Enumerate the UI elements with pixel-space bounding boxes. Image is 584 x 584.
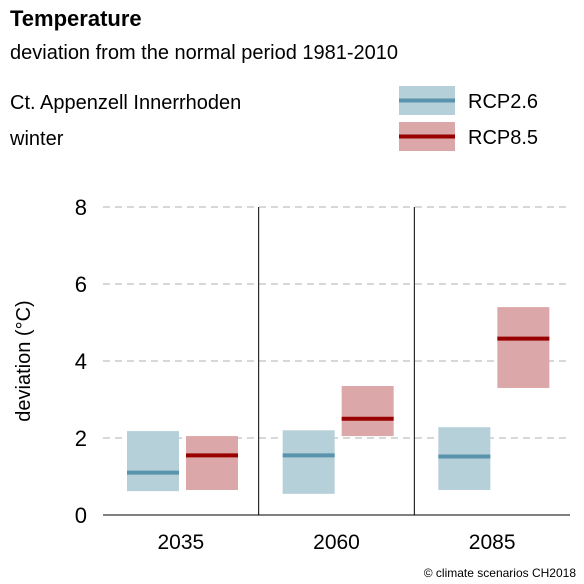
- y-tick-label: 8: [75, 195, 87, 220]
- y-tick-label: 2: [75, 426, 87, 451]
- legend-label: RCP8.5: [468, 127, 538, 149]
- x-tick-label: 2060: [313, 531, 360, 554]
- y-axis-label: deviation (°C): [13, 300, 35, 421]
- range-box-rcp26-2085: [438, 427, 491, 490]
- range-box-rcp85-2060: [341, 386, 394, 437]
- legend-label: RCP2.6: [468, 91, 538, 113]
- season-label: winter: [10, 128, 64, 150]
- x-tick-label: 2085: [469, 531, 516, 554]
- range-box-rcp26-2060: [282, 430, 335, 494]
- range-box-rcp85-2035: [186, 436, 238, 490]
- y-tick-label: 0: [75, 503, 87, 528]
- copyright-credit: © climate scenarios CH2018: [423, 566, 576, 580]
- region-label: Ct. Appenzell Innerrhoden: [10, 92, 242, 114]
- x-tick-label: 2035: [157, 531, 204, 554]
- chart-subtitle: deviation from the normal period 1981-20…: [10, 42, 399, 64]
- range-box-rcp26-2035: [127, 431, 179, 492]
- chart-title: Temperature: [10, 6, 142, 31]
- y-tick-label: 4: [75, 349, 87, 374]
- y-tick-label: 6: [75, 272, 87, 297]
- range-box-rcp85-2085: [497, 307, 550, 388]
